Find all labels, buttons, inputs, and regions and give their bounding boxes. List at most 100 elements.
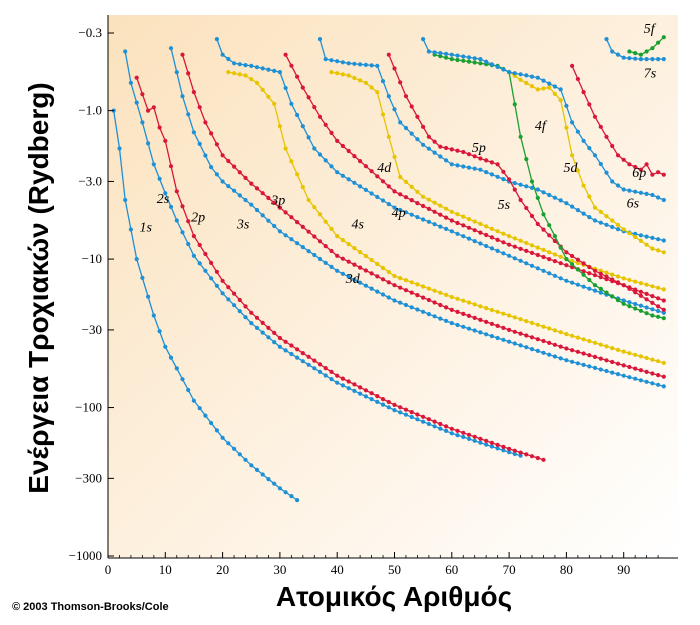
orbital-label-3p: 3p	[270, 194, 285, 209]
data-point-4f	[547, 223, 552, 228]
data-point-3p	[403, 288, 409, 293]
data-point-4s	[272, 68, 277, 73]
data-point-4p	[421, 203, 426, 209]
data-point-3s	[409, 305, 414, 310]
data-point-4d	[644, 282, 649, 287]
data-point-2p	[191, 234, 196, 239]
data-point-4p	[300, 85, 305, 90]
data-point-3d	[317, 212, 323, 217]
data-point-3d	[312, 205, 317, 210]
data-point-3s	[627, 375, 632, 380]
data-point-5s	[592, 218, 598, 223]
data-point-5p	[507, 177, 512, 182]
data-point-2s	[335, 380, 340, 385]
data-point-4s	[438, 224, 443, 229]
data-point-4d	[484, 224, 489, 229]
data-point-3s	[644, 379, 649, 384]
data-point-6s	[661, 197, 666, 203]
data-point-3s	[369, 286, 374, 291]
data-point-5s	[558, 198, 563, 203]
data-point-4d	[421, 194, 426, 199]
data-point-3s	[518, 343, 523, 348]
data-point-4f	[604, 290, 609, 295]
orbital-label-5f: 5f	[644, 22, 657, 37]
data-point-3d	[478, 304, 483, 309]
data-point-4d	[552, 252, 558, 257]
data-point-3p	[249, 181, 254, 186]
data-point-3d	[518, 317, 523, 322]
data-point-3p	[277, 205, 282, 210]
data-point-4f	[581, 272, 586, 277]
data-point-3d	[552, 328, 558, 333]
data-point-4f	[587, 277, 592, 283]
data-point-4s	[358, 184, 363, 189]
data-point-4p	[587, 271, 592, 276]
data-point-3d	[380, 265, 386, 271]
data-point-1s	[254, 467, 260, 472]
y-tick-label: −3.0	[78, 173, 102, 188]
data-point-4d	[403, 179, 409, 184]
data-point-4f	[650, 313, 655, 318]
orbital-label-6s: 6s	[627, 197, 640, 212]
data-point-4d	[329, 70, 334, 75]
data-point-1s	[186, 387, 191, 393]
data-point-7s	[650, 57, 655, 62]
data-point-1s	[123, 197, 128, 203]
data-point-3d	[358, 250, 363, 255]
data-point-4p	[489, 235, 494, 240]
data-point-6s	[432, 50, 437, 55]
data-point-3s	[581, 362, 586, 367]
data-point-3d	[369, 257, 374, 263]
data-point-5f	[656, 40, 661, 45]
data-point-2p	[358, 385, 363, 390]
data-point-5d	[547, 85, 552, 90]
data-point-1s	[272, 481, 277, 486]
data-point-3s	[358, 280, 363, 285]
data-point-3p	[346, 259, 351, 264]
data-point-3s	[203, 153, 208, 158]
data-point-5s	[541, 190, 546, 195]
data-point-3d	[254, 80, 260, 85]
data-point-2p	[426, 417, 431, 422]
orbital-label-3d: 3d	[345, 272, 361, 287]
data-point-2p	[432, 419, 437, 424]
data-point-2s	[197, 261, 202, 266]
data-point-6s	[444, 51, 449, 57]
data-point-5s	[449, 162, 454, 167]
data-point-3d	[415, 282, 420, 287]
data-point-4f	[570, 262, 575, 267]
data-point-3p	[592, 354, 598, 359]
copyright-credit: © 2003 Thomson-Brooks/Cole	[12, 601, 169, 613]
data-point-3s	[484, 332, 489, 337]
data-point-5s	[598, 220, 603, 225]
data-point-2p	[369, 391, 374, 396]
data-point-7s	[627, 56, 632, 61]
data-point-3p	[461, 311, 466, 316]
data-point-4d	[472, 219, 477, 224]
data-point-6s	[484, 59, 489, 64]
data-point-4p	[466, 225, 472, 230]
data-point-6s	[547, 81, 552, 86]
data-point-6p	[661, 172, 666, 177]
data-point-3d	[638, 354, 644, 359]
data-point-4d	[575, 260, 581, 266]
data-point-1s	[157, 329, 162, 334]
data-point-5s	[317, 37, 323, 42]
data-point-4p	[426, 206, 431, 211]
data-point-3p	[380, 277, 386, 282]
data-point-4s	[346, 177, 351, 182]
data-point-2p	[478, 436, 483, 441]
data-point-4p	[398, 192, 403, 197]
data-point-5p	[575, 257, 581, 262]
data-point-3s	[587, 364, 592, 369]
data-point-3p	[203, 120, 208, 125]
data-point-4s	[507, 253, 512, 258]
data-point-4s	[575, 282, 581, 287]
data-point-4s	[466, 236, 472, 241]
data-point-3p	[375, 274, 380, 279]
data-point-2p	[140, 92, 145, 97]
data-point-3p	[598, 356, 603, 361]
data-point-4p	[644, 291, 649, 296]
data-point-5p	[598, 271, 603, 276]
data-point-2p	[180, 204, 185, 209]
